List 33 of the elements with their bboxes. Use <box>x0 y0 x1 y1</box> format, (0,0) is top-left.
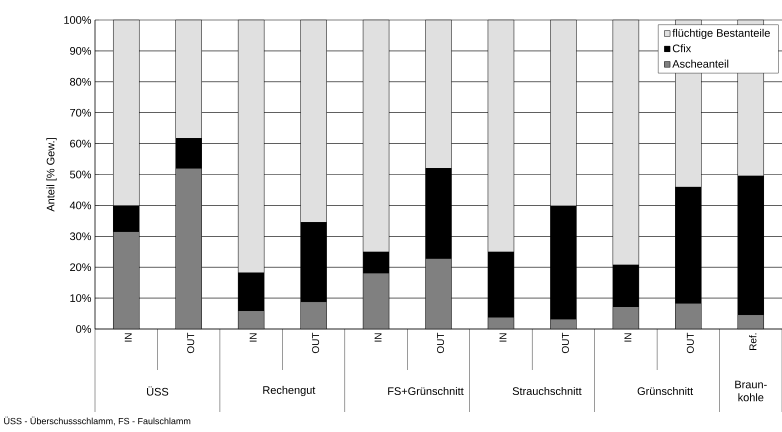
legend-label: Cfix <box>672 44 692 52</box>
text: Grünschnitt <box>638 386 694 396</box>
x-tick-label: OUT <box>187 332 194 354</box>
x-tick-label: IN <box>624 333 632 342</box>
x-tick-label: Ref. <box>749 333 756 350</box>
y-tick-label: 70% <box>70 108 92 117</box>
y-tick-label: 10% <box>70 294 92 302</box>
text: FS+Grünschnitt <box>388 386 464 396</box>
x-tick-label: IN <box>124 333 132 342</box>
y-tick-label: 60% <box>70 140 92 148</box>
x-tick-label: OUT <box>686 332 694 354</box>
text: ÜSS <box>147 386 168 396</box>
text: ÜSS - Überschussschlamm, FS - Faulschlamm <box>4 416 190 426</box>
y-tick-label: 30% <box>70 232 92 240</box>
y-tick-label: 20% <box>70 263 92 272</box>
y-tick-label: 50% <box>70 170 92 178</box>
x-tick-label: OUT <box>312 332 320 354</box>
x-tick-label: OUT <box>436 332 444 354</box>
text: Braun-kohle <box>735 380 767 402</box>
text: Strauchschnitt <box>512 386 582 396</box>
text: Rechengut <box>263 386 316 396</box>
y-tick-label: 100% <box>64 16 92 24</box>
legend-label: flüchtige Bestanteile <box>672 28 770 40</box>
x-tick-label: IN <box>500 333 506 342</box>
y-tick-label: 90% <box>70 47 92 55</box>
y-tick-label: 80% <box>70 78 92 86</box>
x-tick-label: OUT <box>562 332 569 354</box>
y-axis-title: Anteil [% Gew.] <box>46 138 57 212</box>
y-tick-label: 0% <box>76 325 92 333</box>
x-tick-label: IN <box>374 333 382 342</box>
legend-label: Ascheanteil <box>672 60 728 68</box>
x-tick-label: IN <box>250 333 257 342</box>
y-tick-label: 40% <box>70 202 92 210</box>
